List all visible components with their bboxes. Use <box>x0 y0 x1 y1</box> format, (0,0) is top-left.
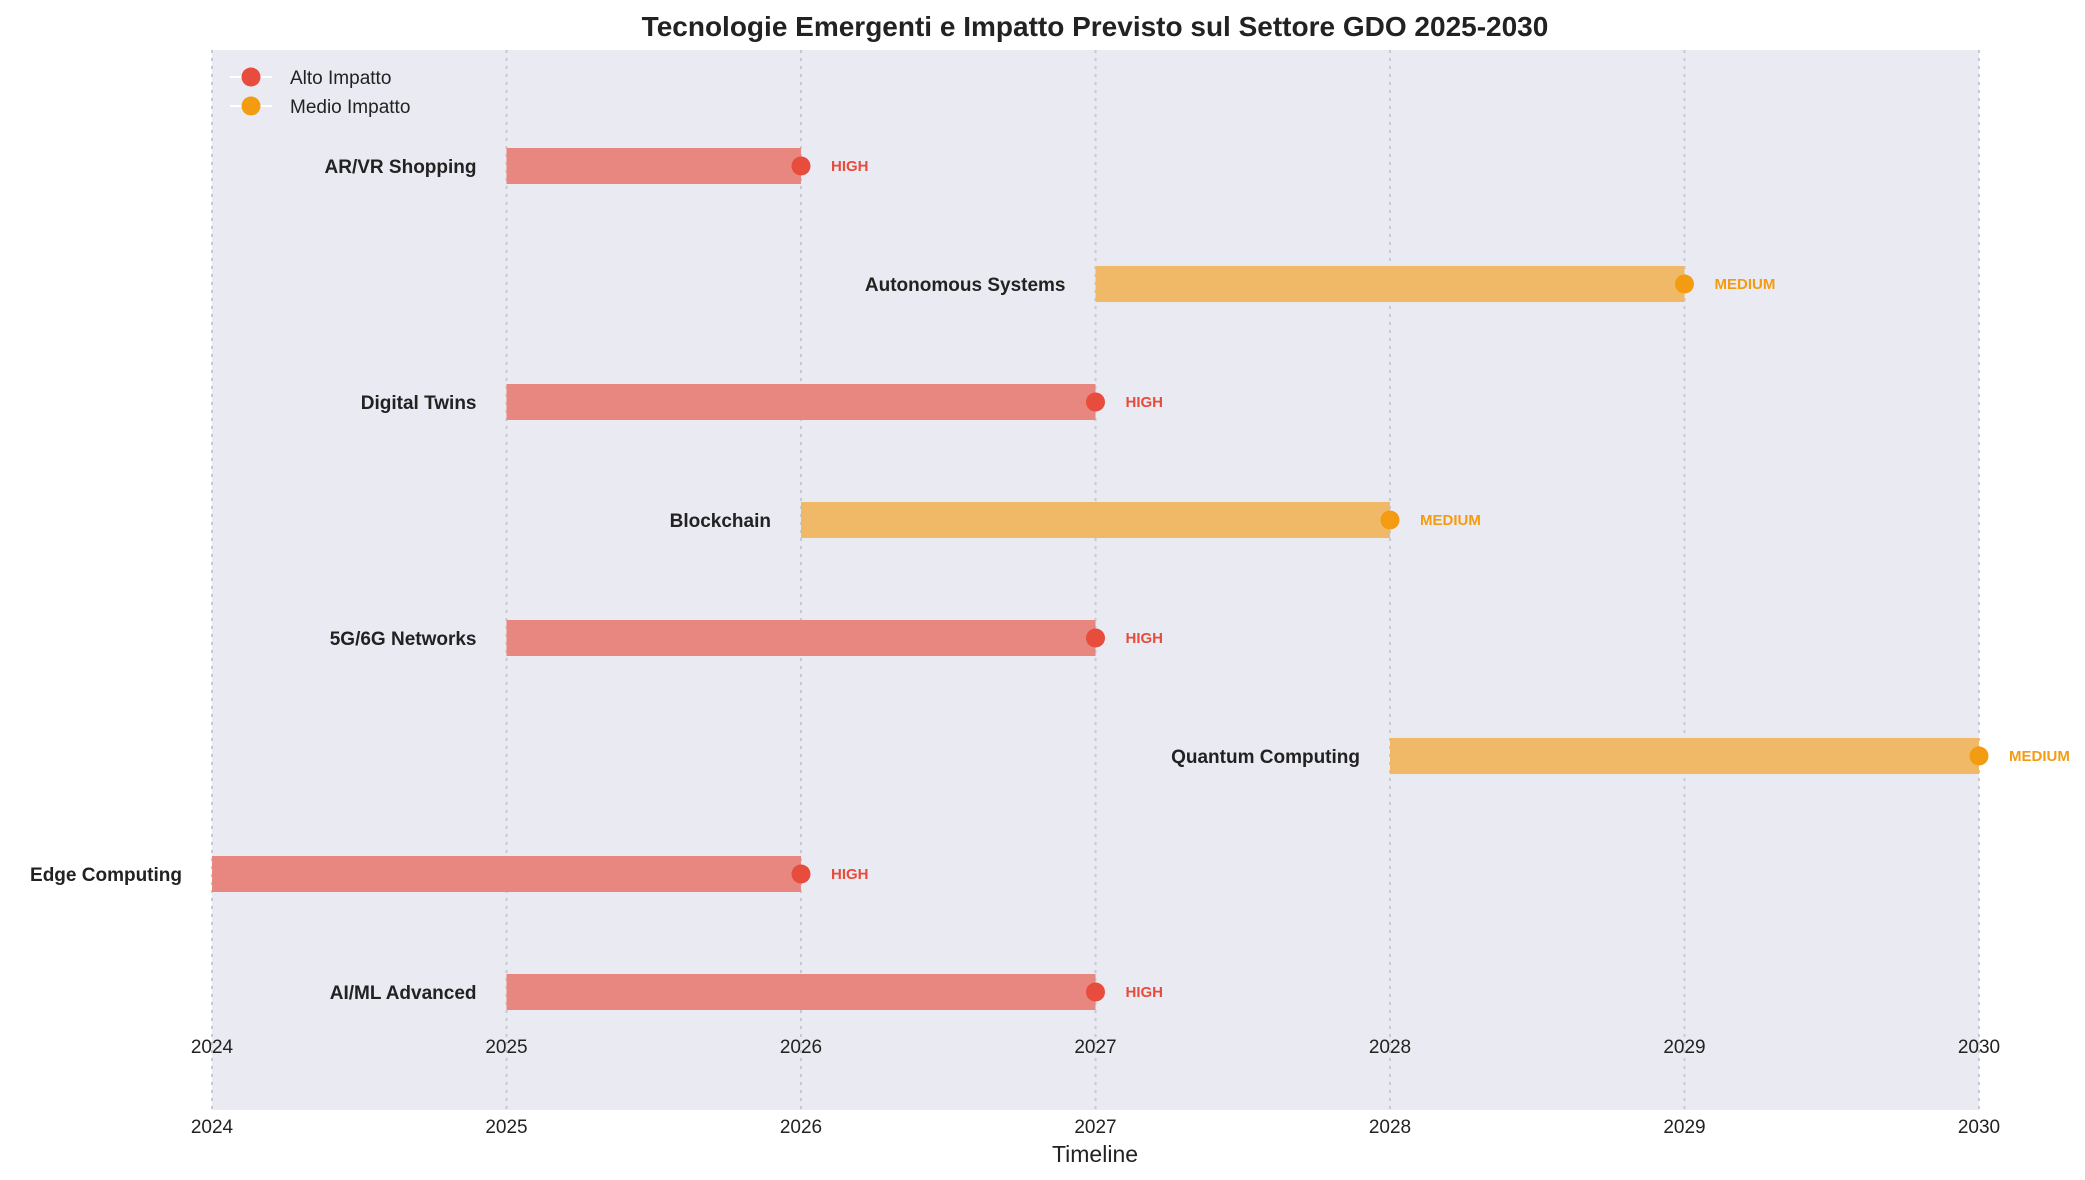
x-tick-label: 2026 <box>780 1117 822 1138</box>
inner-tick-label: 2030 <box>1958 1037 2000 1058</box>
impact-label: MEDIUM <box>1420 512 1481 529</box>
inner-tick-label: 2028 <box>1369 1037 1411 1058</box>
timeline-bar <box>506 148 801 184</box>
task-name-label: Autonomous Systems <box>865 275 1066 296</box>
x-tick-label: 2030 <box>1958 1117 2000 1138</box>
inner-tick-label: 2025 <box>485 1037 527 1058</box>
impact-marker <box>1380 510 1400 530</box>
timeline-bar <box>506 974 1096 1010</box>
x-tick-label: 2024 <box>191 1117 234 1138</box>
grid-lines <box>211 50 1980 1110</box>
timeline-bar <box>1390 738 1979 774</box>
x-tick-label: 2029 <box>1663 1117 1705 1138</box>
legend-label: Medio Impatto <box>290 97 410 118</box>
timeline-bar <box>506 384 1096 420</box>
inner-tick-label: 2026 <box>780 1037 822 1058</box>
timeline-bar <box>212 856 801 892</box>
legend-label: Alto Impatto <box>290 68 391 89</box>
chart-title: Tecnologie Emergenti e Impatto Previsto … <box>642 11 1549 42</box>
impact-marker <box>1086 628 1105 648</box>
timeline-bar <box>801 502 1390 538</box>
legend-marker <box>241 96 261 116</box>
impact-marker <box>1086 392 1105 412</box>
x-tick-label: 2027 <box>1074 1117 1116 1138</box>
timeline-bar <box>1095 266 1685 302</box>
impact-marker <box>1086 982 1105 1002</box>
inner-tick-label: 2027 <box>1074 1037 1116 1058</box>
task-name-label: Digital Twins <box>361 393 477 414</box>
impact-label: MEDIUM <box>1715 276 1776 293</box>
timeline-bars <box>212 148 1989 1010</box>
task-name-label: Blockchain <box>670 511 771 532</box>
task-name-label: AI/ML Advanced <box>330 983 477 1004</box>
inner-tick-label: 2024 <box>191 1037 234 1058</box>
impact-marker <box>1675 274 1694 294</box>
impact-marker <box>791 156 811 176</box>
timeline-bar <box>506 620 1096 656</box>
inner-x-tick-labels: 2024 2025 2026 2027 2028 2029 2030 <box>191 1037 2000 1058</box>
impact-label: HIGH <box>831 158 869 175</box>
x-tick-label: 2025 <box>485 1117 527 1138</box>
inner-tick-label: 2029 <box>1663 1037 1705 1058</box>
impact-label: MEDIUM <box>2009 748 2070 765</box>
legend: Alto Impatto Medio Impatto <box>230 67 410 118</box>
impact-label: HIGH <box>831 866 869 883</box>
task-name-label: 5G/6G Networks <box>330 629 477 650</box>
impact-label: HIGH <box>1126 394 1164 411</box>
impact-marker <box>1969 746 1989 766</box>
x-axis-tick-labels: 2024 2025 2026 2027 2028 2029 2030 <box>191 1117 2000 1138</box>
impact-marker <box>791 864 811 884</box>
task-labels: AI/ML Advanced HIGH Edge Computing HIGH Quan… <box>30 157 2070 1004</box>
x-axis-label: Timeline <box>1052 1141 1138 1167</box>
task-name-label: Quantum Computing <box>1171 747 1360 768</box>
legend-marker <box>241 67 261 87</box>
impact-label: HIGH <box>1126 630 1164 647</box>
task-name-label: AR/VR Shopping <box>325 157 477 178</box>
impact-label: HIGH <box>1126 984 1164 1001</box>
x-tick-label: 2028 <box>1369 1117 1411 1138</box>
task-name-label: Edge Computing <box>30 865 182 886</box>
